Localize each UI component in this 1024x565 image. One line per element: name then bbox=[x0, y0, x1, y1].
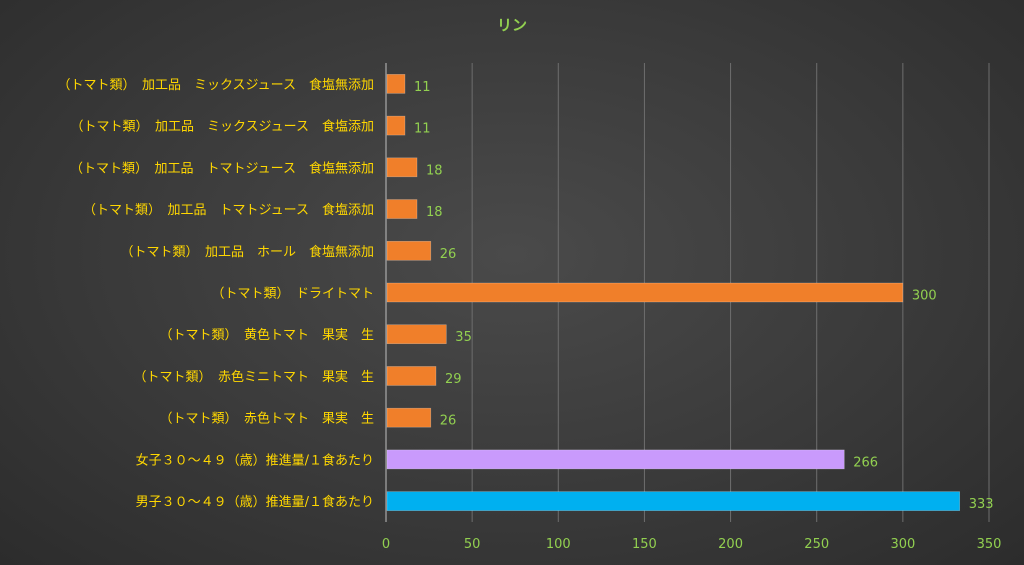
data-label: 300 bbox=[912, 289, 937, 304]
category-label: （トマト類） 赤色トマト 果実 生 bbox=[159, 411, 374, 427]
data-label: 11 bbox=[414, 122, 431, 137]
category-label: （トマト類） 加工品 トマトジュース 食塩添加 bbox=[83, 202, 374, 218]
data-label: 18 bbox=[426, 163, 443, 178]
bar bbox=[386, 115, 406, 136]
data-label: 29 bbox=[445, 372, 462, 387]
x-tick-label: 150 bbox=[632, 537, 657, 552]
category-label: （トマト類） 黄色トマト 果実 生 bbox=[159, 327, 374, 343]
bar bbox=[386, 157, 418, 178]
category-label: （トマト類） 加工品 ホール 食塩無添加 bbox=[120, 244, 374, 260]
bar bbox=[386, 366, 437, 386]
x-tick-label: 50 bbox=[464, 537, 481, 552]
bar bbox=[386, 324, 447, 345]
category-label: （トマト類） 加工品 ミックスジュース 食塩添加 bbox=[70, 119, 374, 135]
data-label: 266 bbox=[853, 455, 878, 470]
bar bbox=[386, 74, 406, 94]
category-label: （トマト類） 加工品 トマトジュース 食塩無添加 bbox=[70, 160, 374, 176]
chart-title: リン bbox=[496, 16, 527, 34]
data-label: 18 bbox=[426, 205, 443, 220]
x-tick-label: 100 bbox=[546, 537, 571, 552]
category-label: 女子３０～４９（歳）推進量/１食あたり bbox=[136, 452, 374, 468]
bar bbox=[386, 449, 845, 470]
category-label: 男子３０～４９（歳）推進量/１食あたり bbox=[136, 494, 374, 510]
bar bbox=[386, 491, 961, 511]
data-label: 11 bbox=[414, 80, 431, 95]
bar bbox=[386, 240, 432, 261]
data-label: 26 bbox=[440, 414, 457, 429]
category-label: （トマト類） ドライトマト bbox=[211, 287, 374, 302]
x-tick-label: 350 bbox=[977, 537, 1002, 552]
x-tick-label: 0 bbox=[382, 537, 390, 552]
x-tick-label: 300 bbox=[890, 537, 915, 552]
x-tick-label: 250 bbox=[804, 537, 829, 552]
x-tick-label: 200 bbox=[718, 537, 743, 552]
bar bbox=[386, 407, 432, 428]
bar bbox=[386, 282, 904, 303]
data-label: 333 bbox=[969, 497, 994, 512]
category-label: （トマト類） 赤色ミニトマト 果実 生 bbox=[133, 369, 374, 385]
data-label: 26 bbox=[440, 247, 457, 262]
category-label: （トマト類） 加工品 ミックスジュース 食塩無添加 bbox=[57, 77, 374, 93]
bar bbox=[386, 199, 418, 219]
data-label: 35 bbox=[455, 330, 472, 345]
